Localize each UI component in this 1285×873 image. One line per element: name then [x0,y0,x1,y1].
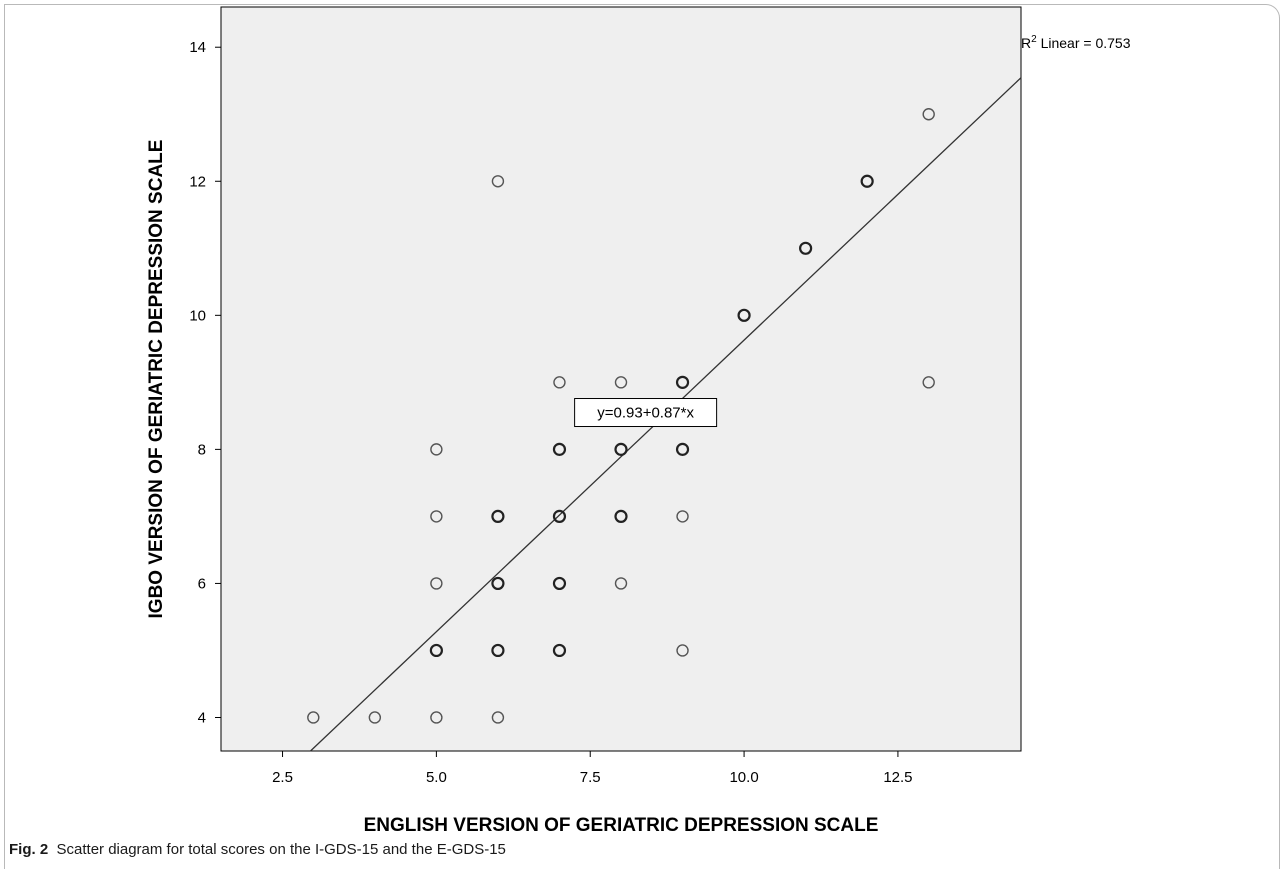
y-tick-label: 14 [189,39,206,56]
data-point [491,509,505,524]
data-point [676,510,689,523]
data-point [922,108,935,121]
data-point [614,577,628,590]
data-point [860,174,874,188]
x-tick-label: 10.0 [729,769,758,786]
x-axis-title: ENGLISH VERSION OF GERIATRIC DEPRESSION … [364,815,879,836]
data-point [552,643,567,658]
x-tick-label: 5.0 [426,769,447,786]
figure-frame [4,4,1280,869]
scatter-chart: y=0.93+0.87*x 2.5 5.0 7.5 10.0 12.5 4 6 8 10 12 1… [146,6,1131,836]
figure-caption: Fig. 2 Scatter diagram for total scores … [9,841,1009,865]
equation-annotation: y=0.93+0.87*x [574,398,718,428]
y-axis: 4 6 8 10 12 14 [189,39,221,726]
figure-caption-label: Fig. 2 [9,841,49,858]
data-point [922,376,935,389]
data-point [614,376,628,389]
y-tick-label: 8 [198,441,206,458]
data-point [491,576,505,591]
r2-suffix: Linear = 0.753 [1037,35,1131,51]
data-point [614,509,628,524]
plot-area [220,6,1022,752]
data-point [430,443,443,456]
y-tick-label: 12 [189,173,206,190]
equation-label: y=0.93+0.87*x [597,405,694,422]
data-point [676,644,689,657]
data-point [552,442,567,456]
x-tick-label: 7.5 [580,769,601,786]
data-point [553,376,566,389]
data-point [491,711,505,724]
data-point [614,442,628,456]
r2-label: R2 Linear = 0.753 [1021,34,1131,51]
data-point [430,577,443,590]
r2-superscript: 2 [1031,34,1037,45]
data-point [552,509,567,524]
data-point [675,375,690,389]
y-axis-title: IGBO VERSION OF GERIATRIC DEPRESSION SCA… [146,140,167,619]
data-point [675,442,690,456]
data-point [430,711,443,724]
equation-box [574,398,718,428]
data-point [429,643,443,658]
y-tick-label: 4 [198,709,206,726]
x-axis: 2.5 5.0 7.5 10.0 12.5 [272,751,913,786]
r2-prefix: R [1021,35,1031,51]
data-point [552,576,567,591]
y-tick-label: 10 [189,307,206,324]
y-tick-label: 6 [198,575,206,592]
x-tick-label: 2.5 [272,769,293,786]
data-point [307,711,320,724]
data-point [491,643,505,658]
data-point [430,510,443,523]
data-point [368,711,382,724]
x-tick-label: 12.5 [883,769,912,786]
data-point [491,175,505,188]
data-point [799,241,813,255]
data-point [737,308,751,322]
figure-caption-text: Scatter diagram for total scores on the … [56,841,506,858]
